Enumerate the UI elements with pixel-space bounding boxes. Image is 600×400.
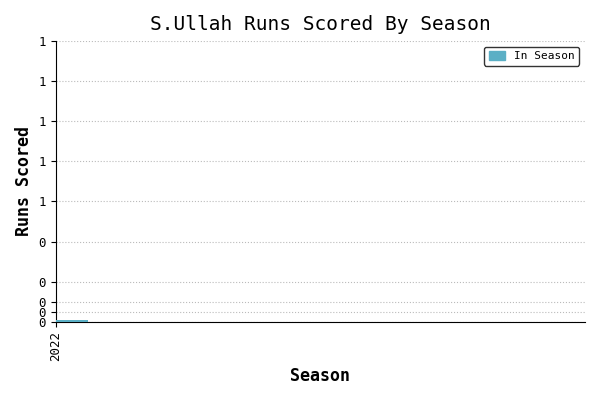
X-axis label: Season: Season (290, 367, 350, 385)
Bar (24, 320, 88, 322)
Legend: In Season: In Season (484, 47, 580, 66)
Title: S.Ullah Runs Scored By Season: S.Ullah Runs Scored By Season (150, 15, 491, 34)
Y-axis label: Runs Scored: Runs Scored (15, 126, 33, 236)
